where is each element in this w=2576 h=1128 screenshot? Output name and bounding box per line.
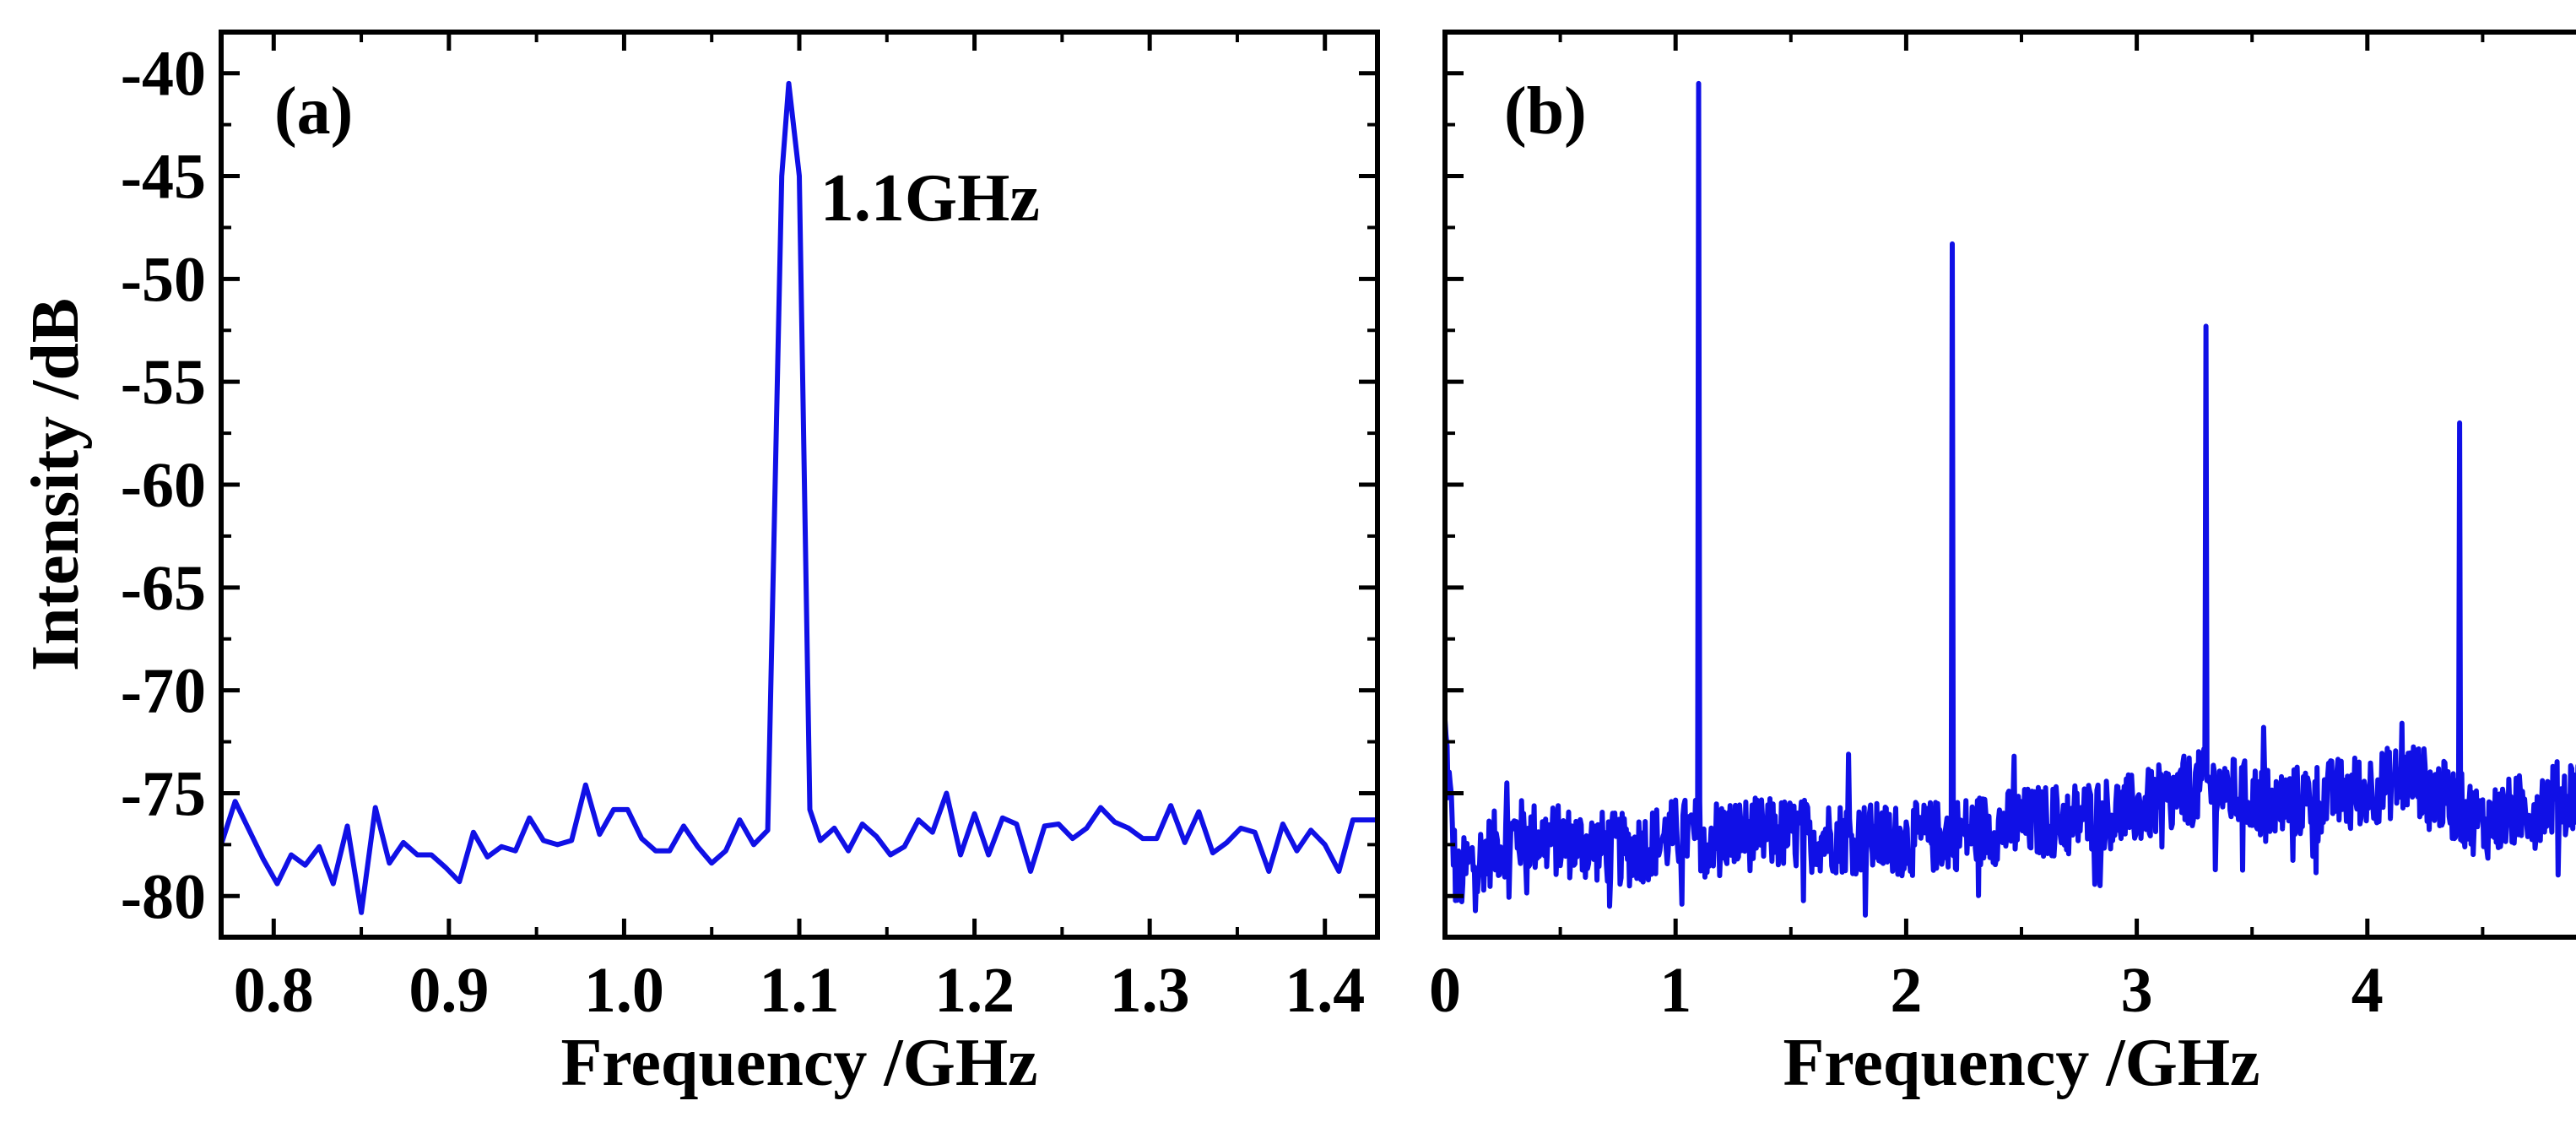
y-tick-label: -45: [121, 142, 206, 213]
panel-a-y-axis: -80 -75 -70 -65 -60 -55 -50 -45 -40: [121, 39, 1377, 932]
x-tick-label: 1.4: [1285, 955, 1365, 1026]
panel-b: 012345 (b) Frequency /GHz: [1429, 30, 2576, 1100]
x-tick-label: 0.9: [409, 955, 489, 1026]
x-tick-label: 0: [1429, 955, 1461, 1026]
y-tick-label: -60: [121, 450, 206, 521]
x-tick-label: 0.8: [234, 955, 314, 1026]
y-tick-label: -40: [121, 39, 206, 110]
panel-b-y-axis: [1445, 71, 1464, 898]
x-tick-label: 2: [1890, 955, 1922, 1026]
panel-b-x-axis: 012345: [1429, 32, 2485, 1026]
panel-a-y-axis-title: Intensity /dB: [19, 298, 93, 671]
y-tick-label: -65: [121, 553, 206, 624]
y-tick-label: -55: [121, 347, 206, 418]
x-tick-label: 1.1: [760, 955, 840, 1026]
x-tick-label: 1.2: [934, 955, 1015, 1026]
x-tick-label: 1: [1659, 955, 1691, 1026]
panel-b-label: (b): [1504, 74, 1587, 149]
panel-a-x-axis: 0.8 0.9 1.0 1.1 1.2 1.3 1.4: [234, 32, 1365, 1026]
panel-a-plot-area: [219, 80, 1380, 915]
y-tick-label: -70: [121, 656, 206, 727]
x-tick-label: 3: [2121, 955, 2153, 1026]
x-tick-label: 4: [2351, 955, 2384, 1026]
panel-b-x-axis-title: Frequency /GHz: [1783, 1026, 2259, 1100]
y-tick-label: -80: [121, 861, 206, 932]
panel-a: 0.8 0.9 1.0 1.1 1.2 1.3 1.4 -80 -75 -70 -65 -60 -55…: [19, 30, 1380, 1100]
y-tick-label: -75: [121, 758, 206, 829]
x-tick-label: 1.3: [1110, 955, 1190, 1026]
peak-annotation: 1.1GHz: [820, 161, 1040, 236]
series-line: [1442, 80, 2576, 918]
panel-a-x-axis-title: Frequency /GHz: [560, 1026, 1037, 1100]
series-line: [219, 80, 1380, 915]
panel-b-plot-area: [1442, 80, 2576, 918]
x-tick-label: 1.0: [584, 955, 664, 1026]
panel-a-label: (a): [274, 74, 353, 149]
y-tick-label: -50: [121, 244, 206, 315]
